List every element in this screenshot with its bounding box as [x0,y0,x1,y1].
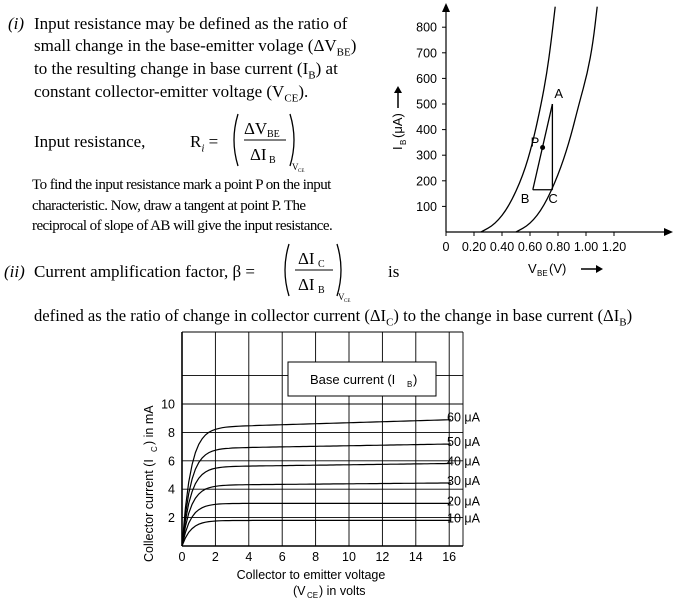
c1-xlabel-arrow [581,265,603,273]
c2-series-label: 30 μA [447,474,481,488]
c1-x-tick-label: 1.20 [602,240,626,254]
beta-label: Current amplification factor, β = [34,262,256,281]
find-line-2: characteristic. Now, draw a tangent at p… [32,198,306,214]
find-line-3: reciprocal of slope of AB will give the … [32,218,333,234]
ri-num: ΔV [244,119,268,138]
c1-x-axis-arrow [664,228,673,236]
ri-den: ΔI [250,145,267,164]
c2-ylabel-sub: C [150,446,159,452]
c2-y-tick-label: 2 [168,511,175,525]
c2-series-label: 50 μA [447,435,481,449]
item-i-line-4: constant collector-emitter voltage (VCE)… [34,82,309,105]
c2-y-tick-label: 6 [168,454,175,468]
input-characteristic-chart: 0 0.20 0.40 0.60 0.80 1.00 1.20 100 200 300 400 500… [390,3,673,278]
ri-den-sub: B [269,155,276,166]
ri-label: Input resistance, [34,132,146,151]
c2-xlabel-1: Collector to emitter voltage [237,568,386,582]
c2-ylabel-pre: Collector current (I [142,459,156,562]
c1-y-tick-label: 400 [416,123,437,137]
ri-symbol: Ri = [190,132,219,155]
c1-x-tick-label: 0 [443,240,450,254]
ri-vce-sub: CE [298,169,304,174]
c1-annotation-a: A [554,86,563,101]
beta-fraction: ΔI C ΔI B V CE [284,243,350,304]
c1-y-tick-label: 200 [416,174,437,188]
c1-x-tick-label: 0.40 [490,240,514,254]
c2-curve [181,462,451,547]
c1-ylabel-main: I [390,146,405,150]
c1-x-tick-label: 0.20 [462,240,486,254]
c2-legend-title-pre: Base current (I [310,372,395,387]
item-i-marker: (i) [8,14,25,33]
c1-ylabel-tail: (μA) [390,113,405,138]
ri-vce: V [292,162,299,172]
c2-y-tick-label: 10 [161,398,175,412]
c2-y-tick-label: 8 [168,426,175,440]
c1-y-tick-label: 700 [416,46,437,60]
c2-x-tick-label: 4 [245,550,252,564]
c2-x-tick-label: 6 [279,550,286,564]
c2-xlabel-2-post: ) in volts [319,584,366,598]
c2-ylabel-post: ) in mA [142,405,156,445]
c1-x-tick-label: 1.00 [574,240,598,254]
c1-xlabel-tail: (V) [549,261,566,276]
beta-is: is [388,262,400,281]
c1-y-tick-label: 600 [416,72,437,86]
c2-series-label: 10 μA [447,511,481,525]
output-characteristic-chart: 0 2 4 6 8 10 12 14 16 2 4 6 8 10 10 μA 20 μA 30 μA 40 μA… [142,331,481,600]
c2-x-tick-label: 8 [312,550,319,564]
c1-y-tick-label: 800 [416,21,437,35]
item-i-line-2: small change in the base-emitter volage … [34,36,357,59]
c2-series-label: 60 μA [447,411,481,425]
c2-x-tick-label: 0 [179,550,186,564]
defined-line: defined as the ratio of change in collec… [34,306,633,329]
c2-curve [181,443,451,547]
c1-xlabel-main: V [528,261,537,276]
c2-curve [181,502,451,547]
c1-x-tick-label: 0.60 [518,240,542,254]
c1-y-tick-label: 100 [416,200,437,214]
beta-num-sub: C [318,259,325,270]
c1-curve [515,6,598,233]
c2-xlabel-2-pre: (V [293,584,306,598]
c1-point-p [540,145,546,151]
beta-den: ΔI [298,275,315,294]
find-line-1: To find the input resistance mark a poin… [32,177,331,193]
beta-den-sub: B [318,285,325,296]
c1-curve [480,6,556,233]
beta-vce-sub: CE [344,299,350,304]
c1-x-tick-label: 0.80 [546,240,570,254]
item-i-line-1: Input resistance may be defined as the r… [34,14,348,33]
c2-curve [181,482,451,547]
beta-num: ΔI [298,249,315,268]
c2-series-label: 40 μA [447,454,481,468]
ri-num-sub: BE [267,129,280,140]
c1-xlabel-sub: BE [537,269,548,278]
c2-y-tick-label: 4 [168,483,175,497]
c1-annotation-c: C [548,191,557,206]
c2-series-label: 20 μA [447,494,481,508]
c2-xlabel-2-sub: CE [307,591,318,600]
c2-x-tick-label: 10 [342,550,356,564]
c1-ylabel-arrow [394,86,402,108]
c1-y-tick-label: 500 [416,98,437,112]
c1-y-tick-label: 300 [416,149,437,163]
beta-vce: V [338,292,345,302]
c1-annotation-b: B [521,191,530,206]
c2-x-tick-label: 14 [409,550,423,564]
c1-ylabel-sub: B [399,140,408,145]
c2-x-tick-label: 2 [212,550,219,564]
c2-x-tick-label: 16 [442,550,456,564]
c2-legend-box: Base current (I B ) [287,361,437,397]
item-i-line-3: to the resulting change in base current … [34,59,338,82]
c2-curve [181,419,451,547]
c2-curve [181,519,451,547]
c1-y-axis-arrow [442,3,450,12]
c2-x-tick-label: 12 [375,550,389,564]
ri-fraction: ΔV BE ΔI B V CE [233,113,304,174]
c1-annotation-p: P [531,135,540,150]
c2-legend-title-post: ) [413,372,417,387]
item-ii-marker: (ii) [4,262,25,281]
c2-legend-title-sub: B [407,380,412,389]
